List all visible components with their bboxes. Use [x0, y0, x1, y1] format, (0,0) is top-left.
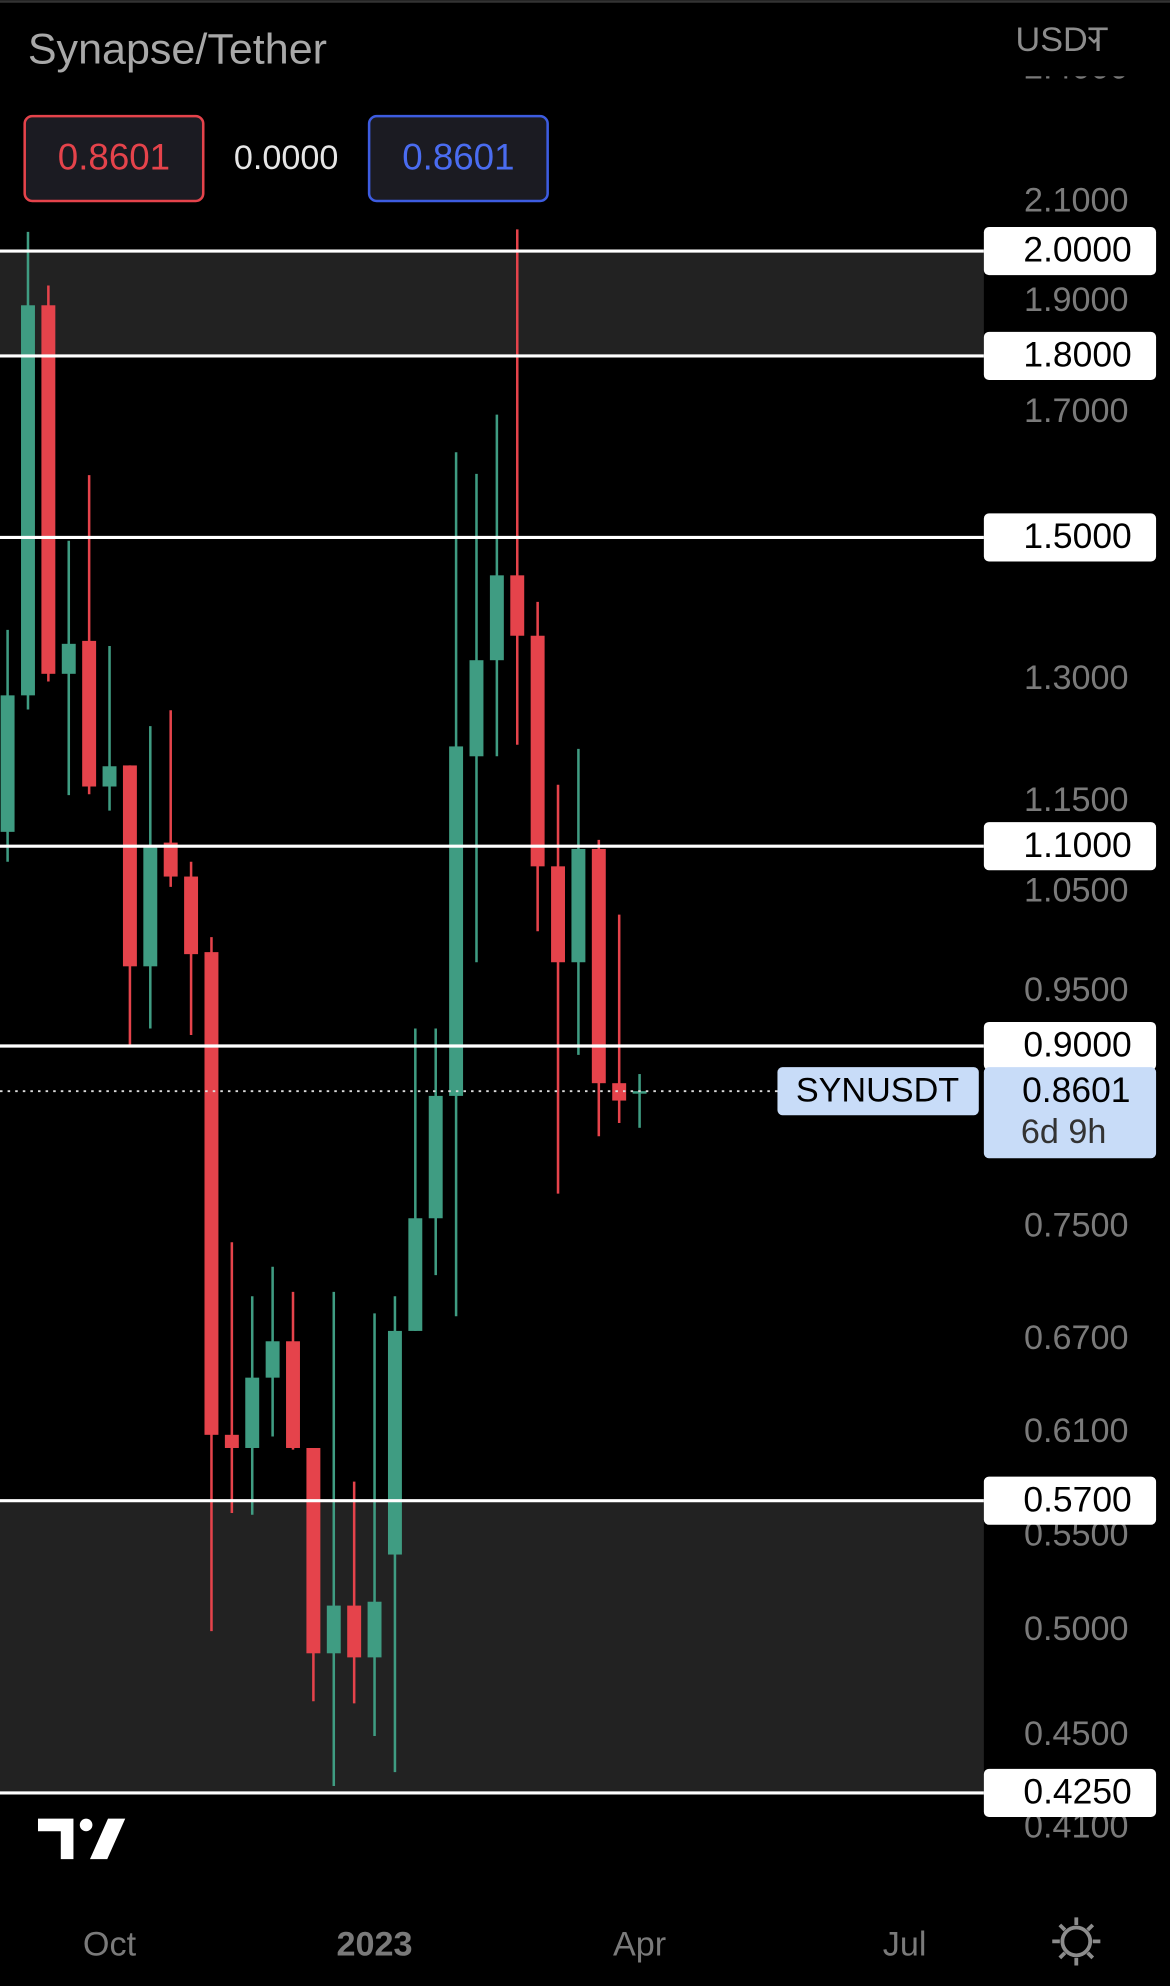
- candle-body: [143, 847, 158, 967]
- zone: [0, 1500, 984, 1793]
- candle-body: [449, 746, 464, 1096]
- level-label: 1.8000: [1023, 335, 1131, 375]
- y-tick-label: 2.1000: [1024, 182, 1129, 220]
- candle-body: [367, 1601, 382, 1658]
- symbol-title[interactable]: Synapse/Tether: [28, 26, 327, 74]
- y-tick-label: 0.9500: [1024, 971, 1129, 1009]
- y-tick-label: 0.7500: [1024, 1207, 1129, 1245]
- y-tick-label: 0.6700: [1024, 1319, 1129, 1357]
- candle-body: [102, 766, 117, 787]
- plot-area: 2.4000 2.1000 1.9000 1.7000 1.3000 1.1500 1.05…: [0, 49, 1157, 1964]
- price-label-box: [983, 1067, 1157, 1159]
- y-tick-label: 0.6100: [1024, 1412, 1129, 1450]
- candle-body: [0, 695, 15, 832]
- level-label: 2.0000: [1023, 230, 1131, 270]
- y-tick-label: 1.3000: [1024, 659, 1129, 697]
- candle-body: [245, 1377, 260, 1448]
- level-label: 1.1000: [1023, 825, 1131, 865]
- candle-body: [428, 1095, 443, 1219]
- level-label-box: [983, 1768, 1157, 1818]
- level-label-box: [983, 1021, 1157, 1071]
- settings-icon[interactable]: [1052, 1917, 1101, 1966]
- last-price-label: 0.8601: [1022, 1070, 1130, 1110]
- chevron-icon: [1088, 36, 1100, 44]
- candle-body: [408, 1218, 423, 1331]
- level-label: 0.9000: [1023, 1025, 1131, 1065]
- sell-button[interactable]: [23, 114, 205, 203]
- level-label-box: [983, 822, 1157, 871]
- y-tick-label: 1.9000: [1024, 281, 1129, 319]
- level-label-box: [983, 331, 1157, 381]
- level-label-box: [983, 1476, 1157, 1525]
- level-label: 0.4250: [1023, 1772, 1131, 1812]
- candle-body: [530, 635, 545, 867]
- candle-body: [265, 1341, 280, 1378]
- candle-body: [387, 1330, 402, 1555]
- candle-body: [632, 1091, 647, 1094]
- x-tick-label: Apr: [613, 1926, 666, 1964]
- candle-body: [41, 305, 56, 674]
- level-label-box: [983, 227, 1157, 276]
- candle-body: [612, 1083, 627, 1101]
- candle-body: [347, 1605, 362, 1658]
- symbol-label: SYNUSDT: [796, 1071, 959, 1109]
- candle-body: [326, 1605, 341, 1654]
- countdown-label: 6d 9h: [1021, 1113, 1107, 1151]
- candle-body: [510, 575, 525, 636]
- candle-body: [122, 765, 137, 967]
- y-tick-label: 2.4000: [1024, 49, 1129, 87]
- level-label: 1.5000: [1023, 516, 1131, 556]
- y-tick-label: 1.7000: [1024, 392, 1129, 430]
- candle-body: [82, 640, 97, 787]
- tradingview-logo: [32, 1813, 134, 1865]
- level-label-box: [983, 513, 1157, 562]
- ask-price: 0.8601: [402, 137, 514, 178]
- candle-body: [61, 643, 76, 674]
- bid-price: 0.8601: [58, 137, 170, 178]
- level-label: 0.5700: [1023, 1479, 1131, 1519]
- zone: [0, 251, 984, 356]
- x-tick-label: 2023: [337, 1926, 413, 1964]
- candle-body: [551, 866, 565, 963]
- x-tick-label: Jul: [883, 1926, 927, 1964]
- candle-body: [306, 1447, 321, 1654]
- y-tick-label: 0.4500: [1024, 1715, 1129, 1753]
- candle-body: [469, 660, 484, 757]
- y-tick-label: 1.1500: [1024, 781, 1129, 819]
- candle-body: [591, 848, 606, 1084]
- y-tick-label: 1.0500: [1024, 872, 1129, 910]
- buy-button[interactable]: [367, 114, 549, 203]
- candle-body: [571, 848, 586, 963]
- candle-body: [184, 876, 199, 955]
- candle-body: [489, 575, 504, 661]
- y-tick-label: 0.5000: [1024, 1610, 1129, 1648]
- candle-body: [21, 305, 35, 696]
- candle-body: [224, 1434, 239, 1448]
- candle-body: [163, 842, 178, 877]
- symbol-label-box: [777, 1067, 979, 1116]
- candle-body: [286, 1341, 300, 1448]
- candle-body: [204, 952, 219, 1435]
- spread: 0.0000: [234, 139, 339, 177]
- x-tick-label: Oct: [83, 1926, 137, 1964]
